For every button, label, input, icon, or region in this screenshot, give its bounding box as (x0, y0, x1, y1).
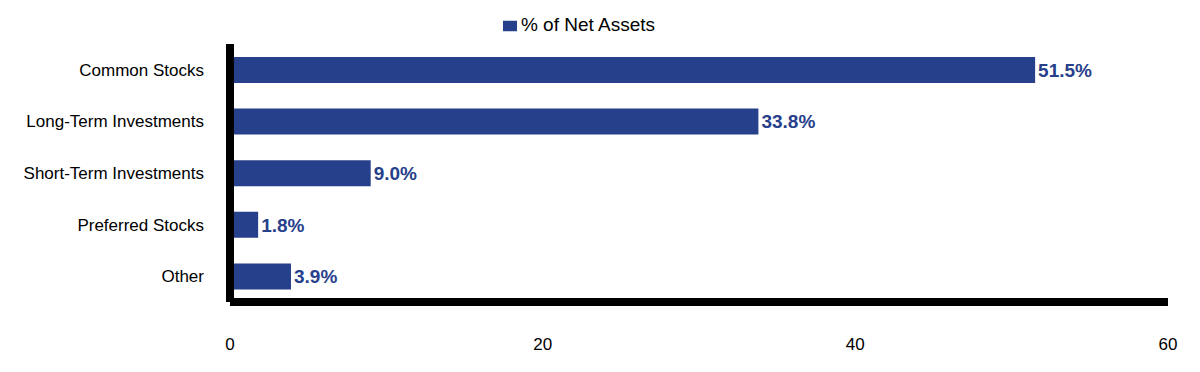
svg-text:1.8%: 1.8% (261, 215, 304, 236)
html-text:% of Net Assets: % of Net Assets (520, 14, 656, 35)
svg-text:Short-Term Investments: Short-Term Investments (24, 164, 204, 183)
svg-text:9.0%: 9.0% (374, 163, 417, 184)
svg-text:Other: Other (161, 267, 204, 286)
svg-text:0: 0 (225, 335, 234, 354)
svg-text:Common Stocks: Common Stocks (79, 61, 204, 80)
svg-text:60: 60 (1159, 335, 1178, 354)
svg-text:Long-Term Investments: Long-Term Investments (26, 112, 204, 131)
svg-text:40: 40 (846, 335, 865, 354)
svg-text:20: 20 (533, 335, 552, 354)
svg-text:Preferred Stocks: Preferred Stocks (77, 216, 204, 235)
svg-text:33.8%: 33.8% (761, 111, 815, 132)
svg-text:51.5%: 51.5% (1038, 60, 1092, 81)
svg-text:3.9%: 3.9% (294, 266, 337, 287)
